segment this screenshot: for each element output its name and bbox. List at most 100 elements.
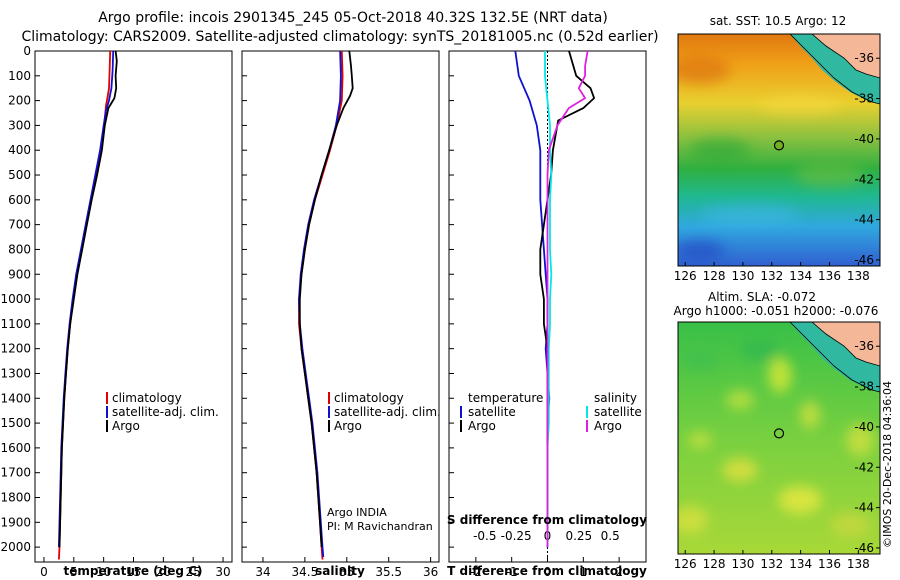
- sst-map: [678, 34, 880, 266]
- sst-texture: [678, 56, 865, 260]
- x-tick-label: 1: [579, 565, 587, 579]
- y-tick-label: 800: [8, 242, 31, 256]
- x-tick-label: 35.5: [375, 565, 402, 579]
- y-tick-label: 1800: [0, 491, 31, 505]
- sla-map-title: Altim. SLA: -0.072: [708, 290, 816, 304]
- y-tick-label: 2000: [0, 540, 31, 554]
- figure-subtitle: Climatology: CARS2009. Satellite-adjuste…: [21, 29, 658, 45]
- y-tick-label: 600: [8, 193, 31, 207]
- y-tick-label: 900: [8, 267, 31, 281]
- sst-argo-marker: [773, 140, 785, 151]
- x-tick-label: 10: [96, 565, 111, 579]
- lon-tick-label: 128: [703, 269, 726, 283]
- sla-map-frame: [677, 321, 881, 555]
- sst-land: [811, 34, 880, 79]
- legend-t-heading: temperature: [468, 391, 543, 405]
- x-tick-label: 0: [544, 565, 552, 579]
- y-tick-label: 1100: [0, 317, 31, 331]
- lat-tick-label: -40: [854, 420, 874, 434]
- sla-coastline: [789, 322, 880, 393]
- series-line-salinity-argo: [298, 50, 354, 548]
- s-tick-label: 0.25: [565, 529, 592, 543]
- lon-tick-label: 126: [674, 269, 697, 283]
- legend-satellite: satellite-adj. clim.: [334, 405, 441, 419]
- lat-tick-label: -36: [854, 51, 874, 65]
- legend-s-argo: Argo: [594, 419, 622, 433]
- x-tick-label: 34.5: [292, 565, 319, 579]
- lat-tick-label: -36: [854, 339, 874, 353]
- sla-land: [811, 322, 880, 367]
- legend-climatology: climatology: [334, 391, 404, 405]
- difference-xlabel: T difference from climatology: [447, 564, 647, 578]
- series-line-salinity-satellite-adj-clim-: [298, 50, 342, 558]
- series-line-temperature-argo: [58, 50, 118, 548]
- y-tick-label: 1200: [0, 342, 31, 356]
- temperature-legend: climatology satellite-adj. clim. Argo: [106, 391, 219, 433]
- s-tick-label: -0.5: [473, 529, 496, 543]
- y-tick-label: 100: [8, 69, 31, 83]
- x-tick-label: 35: [339, 565, 354, 579]
- y-tick-label: 400: [8, 143, 31, 157]
- y-tick-label: 500: [8, 168, 31, 182]
- temperature-xlabel: temperature (deg C): [64, 564, 203, 578]
- lat-tick-label: -44: [854, 213, 874, 227]
- imos-timestamp: ©IMOS 20-Dec-2018 04:36:04: [881, 381, 894, 548]
- lat-tick-label: -38: [854, 92, 874, 106]
- lat-tick-label: -46: [854, 253, 874, 267]
- y-tick-label: 700: [8, 218, 31, 232]
- lon-tick-label: 136: [818, 269, 841, 283]
- salinity-xlabel: salinity: [315, 564, 365, 578]
- temperature-plot-frame: [34, 50, 233, 563]
- series-line-temperature-climatology: [58, 50, 112, 560]
- credit-pi: PI: M Ravichandran: [327, 520, 433, 533]
- sla-argo-marker: [773, 428, 785, 439]
- legend-argo: Argo: [112, 419, 140, 433]
- lon-tick-label: 126: [674, 557, 697, 571]
- lon-tick-label: 128: [703, 557, 726, 571]
- sst-coastline: [789, 34, 880, 105]
- x-tick-label: 20: [156, 565, 171, 579]
- y-tick-label: 200: [8, 94, 31, 108]
- lon-tick-label: 136: [818, 557, 841, 571]
- difference-legend: temperature satellite Argo salinity sate…: [460, 391, 642, 433]
- y-tick-label: 1900: [0, 515, 31, 529]
- y-tick-label: 300: [8, 118, 31, 132]
- lon-tick-label: 132: [760, 269, 783, 283]
- lat-tick-label: -44: [854, 501, 874, 515]
- axis-ticks: 0 5 10 15 20 25 300100200300400500600700800900…: [0, 44, 623, 579]
- lat-tick-label: -42: [854, 460, 874, 474]
- y-tick-label: 1400: [0, 391, 31, 405]
- x-tick-label: -2: [470, 565, 482, 579]
- x-tick-label: 36: [423, 565, 438, 579]
- salinity-plot-frame: [241, 50, 440, 563]
- x-tick-label: 5: [70, 565, 78, 579]
- figure-title: Argo profile: incois 2901345_245 05-Oct-…: [98, 10, 608, 26]
- sla-map: [678, 322, 880, 554]
- lat-tick-label: -46: [854, 541, 874, 555]
- y-tick-label: 1500: [0, 416, 31, 430]
- x-tick-label: 15: [126, 565, 141, 579]
- sst-map-title: sat. SST: 10.5 Argo: 12: [710, 14, 847, 28]
- s-tick-label: -0.25: [501, 529, 532, 543]
- lon-tick-label: 134: [789, 557, 812, 571]
- profile-lines: [58, 50, 595, 562]
- lon-tick-label: 130: [731, 557, 754, 571]
- legend-satellite: satellite-adj. clim.: [112, 405, 219, 419]
- x-tick-label: 34: [255, 565, 270, 579]
- credit-org: Argo INDIA: [327, 506, 387, 519]
- lat-tick-label: -38: [854, 380, 874, 394]
- legend-s-satellite: satellite: [594, 405, 642, 419]
- x-tick-label: 0: [40, 565, 48, 579]
- s-difference-label: S difference from climatology: [447, 513, 647, 527]
- lon-tick-label: 134: [789, 269, 812, 283]
- y-tick-label: 1600: [0, 441, 31, 455]
- salinity-legend: climatology satellite-adj. clim. Argo Ar…: [327, 391, 441, 533]
- x-tick-label: 30: [215, 565, 230, 579]
- x-tick-label: -1: [506, 565, 518, 579]
- y-tick-label: 0: [23, 44, 31, 58]
- lon-tick-label: 130: [731, 269, 754, 283]
- legend-t-argo: Argo: [468, 419, 496, 433]
- y-tick-label: 1300: [0, 366, 31, 380]
